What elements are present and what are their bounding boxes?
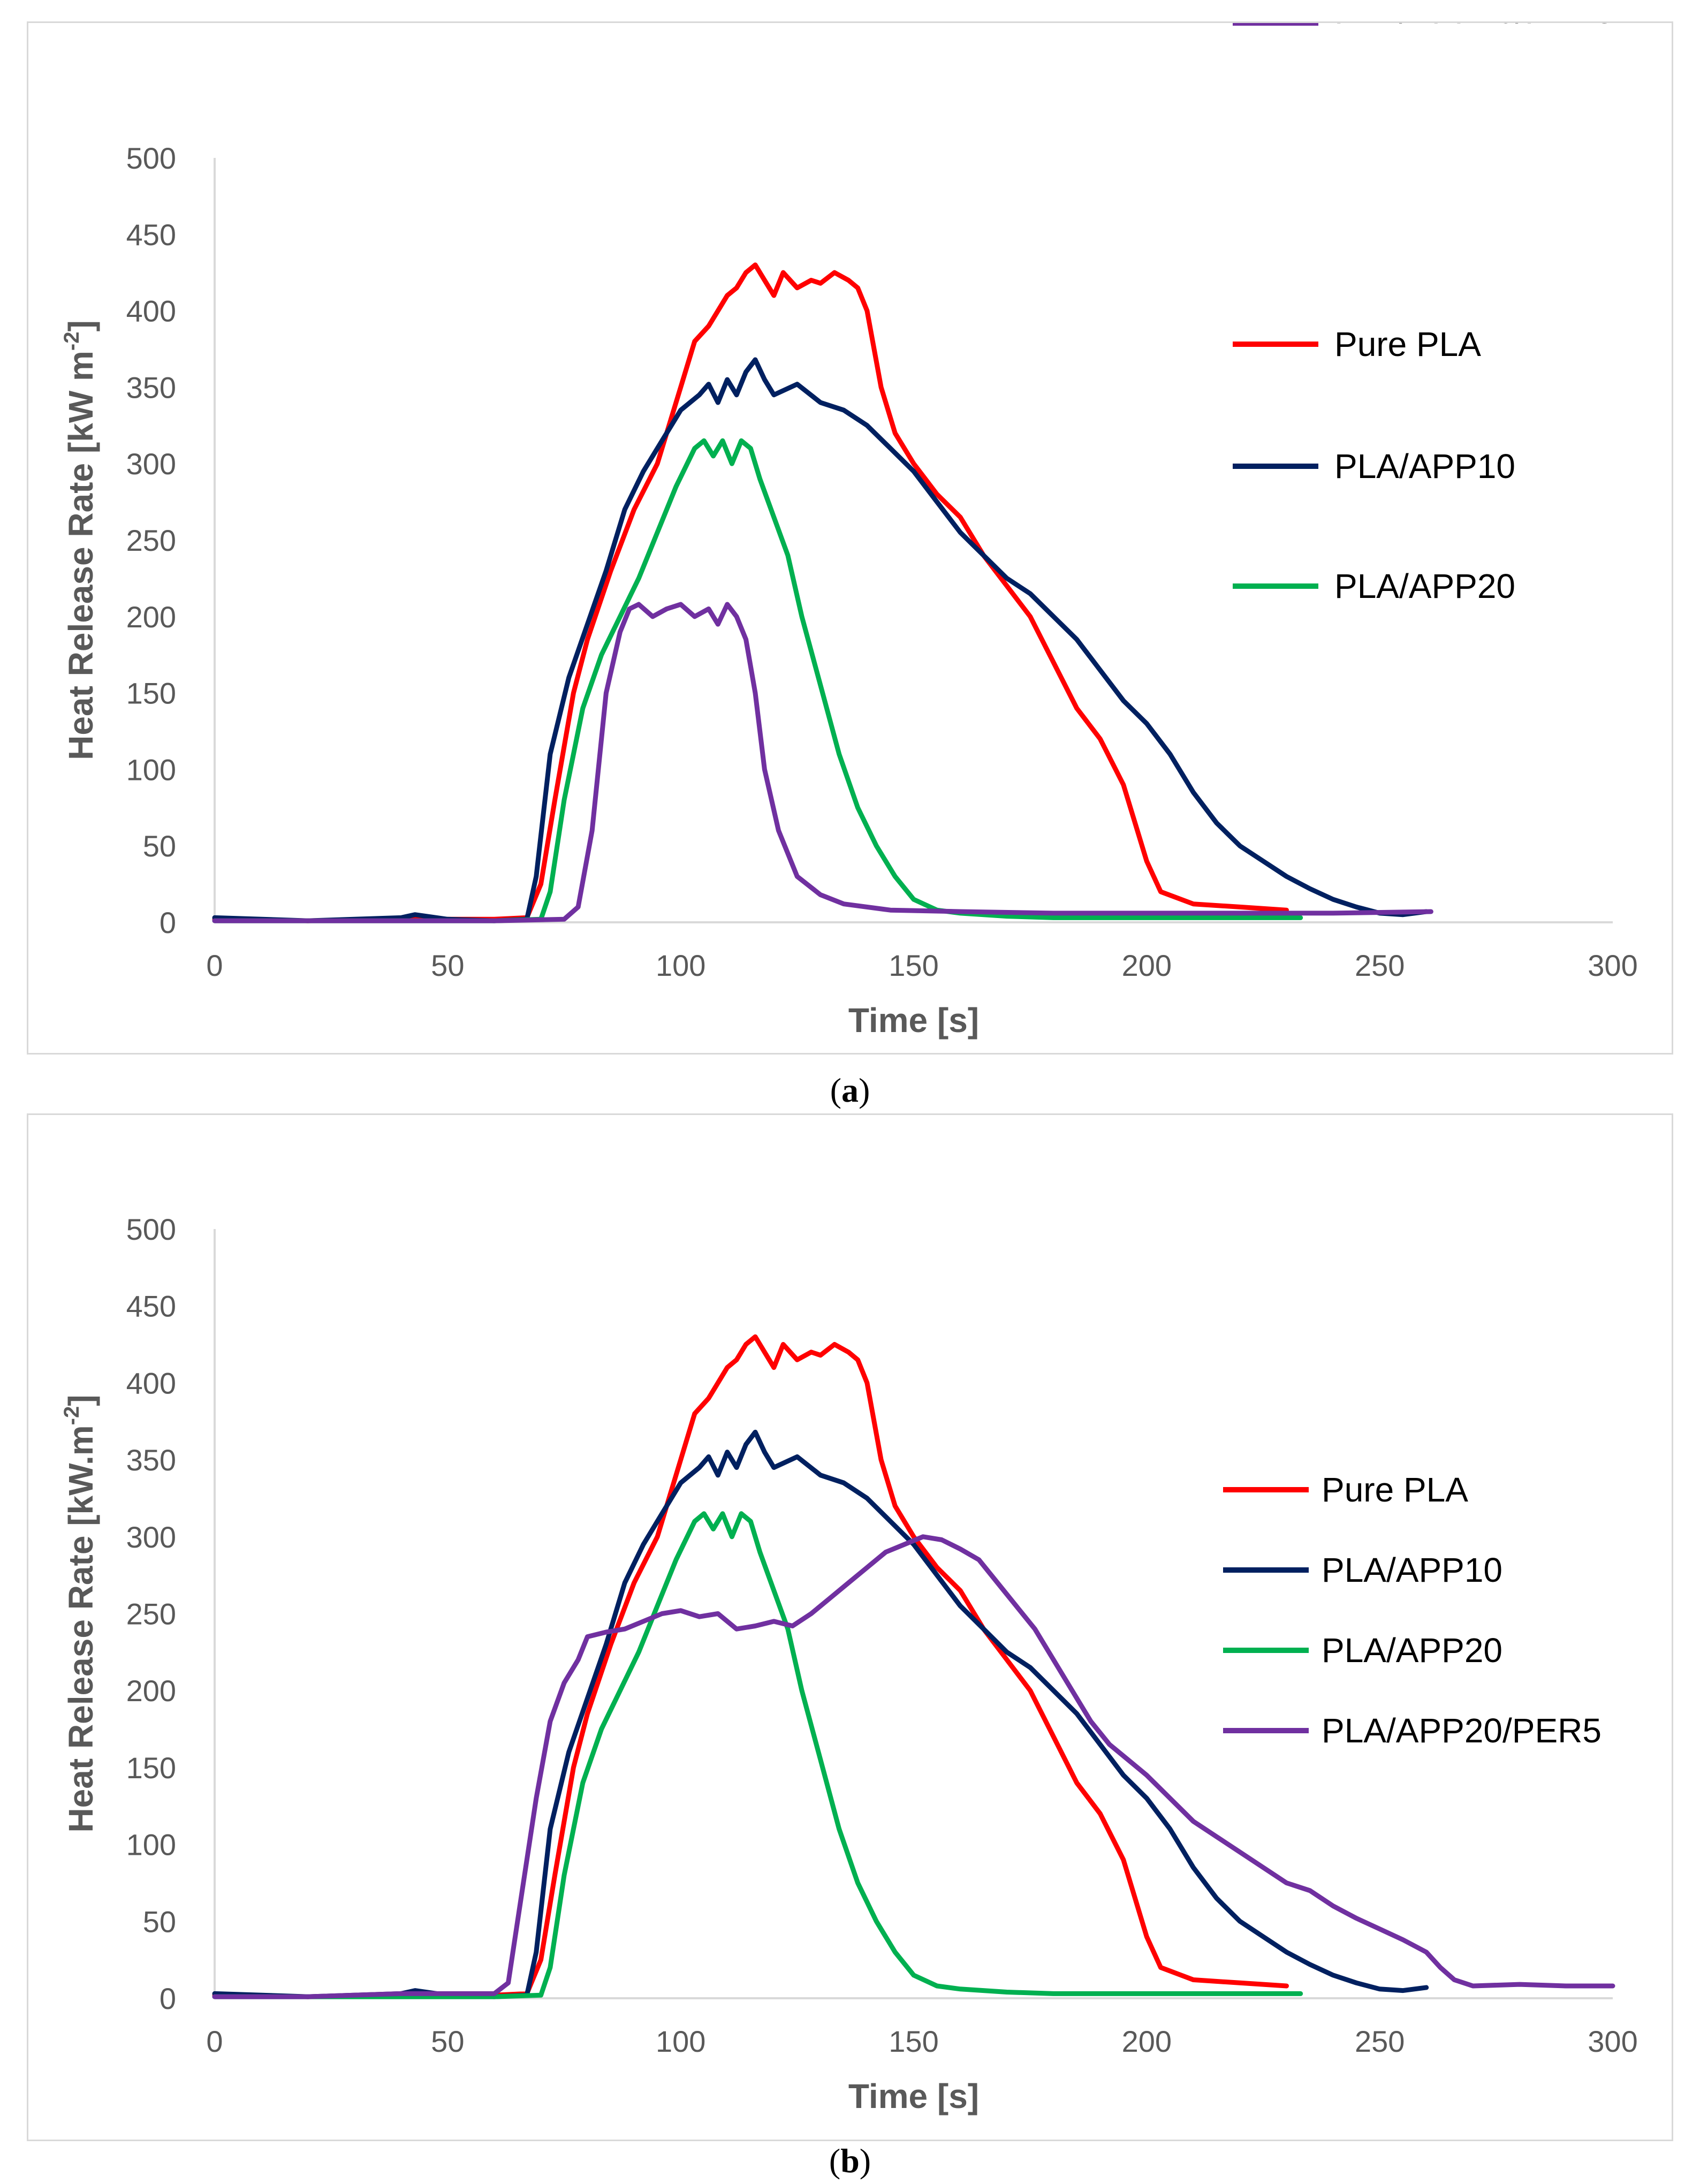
chart-b-y-tick-label: 300	[126, 1520, 176, 1554]
chart-a-y-tick-label: 450	[126, 218, 176, 252]
chart-b-x-tick-label: 300	[1588, 2024, 1637, 2058]
chart-a-y-tick-label: 100	[126, 753, 176, 786]
chart-a-y-tick-label: 200	[126, 600, 176, 634]
chart-b-x-tick-label: 100	[656, 2024, 705, 2058]
chart-b-series-line-3	[212, 1511, 1303, 1999]
chart-a-y-tick-label: 500	[126, 141, 176, 175]
chart-b-legend-label-1: Pure PLA	[1322, 1470, 1468, 1509]
chart-a-y-axis-title-main: Heat Release Rate [kW m	[62, 351, 100, 760]
chart-b-y-tick-label: 200	[126, 1674, 176, 1708]
caption-a-close: )	[859, 1071, 870, 1109]
chart-a-series-line-2	[212, 357, 1429, 923]
chart-b-x-tick-label: 200	[1122, 2024, 1172, 2058]
chart-a-x-tick-label: 50	[431, 949, 464, 982]
chart-a-y-tick-label: 250	[126, 524, 176, 557]
chart-b-svg: 0 50 100 150 200 250 300 350 400 450 500 0 50 100 150 2…	[60, 1212, 1638, 2115]
chart-b-y-tick-label: 50	[143, 1905, 176, 1938]
caption-b-letter: b	[840, 2142, 860, 2180]
chart-b-x-tick-label: 250	[1355, 2024, 1405, 2058]
chart-a-x-tick-label: 0	[206, 949, 223, 982]
chart-b-legend-label-3: PLA/APP20	[1322, 1631, 1502, 1670]
chart-b-y-tick-label: 450	[126, 1290, 176, 1323]
chart-a-series-line-1	[212, 262, 1289, 923]
chart-b-legend-label-4: PLA/APP20/PER5	[1322, 1711, 1602, 1750]
caption-a-open: (	[830, 1071, 841, 1109]
chart-a-y-tick-label: 300	[126, 447, 176, 481]
chart-b-y-tick-label: 0	[160, 1982, 176, 2015]
chart-a-x-tick-label: 300	[1588, 949, 1637, 982]
chart-b-x-tick-label: 150	[889, 2024, 938, 2058]
chart-b-legend-label-2: PLA/APP10	[1322, 1551, 1502, 1589]
chart-b-series-line-4	[212, 1534, 1615, 1999]
chart-a-legend-label-1: Pure PLA	[1334, 325, 1481, 363]
chart-a-x-tick-label: 250	[1355, 949, 1405, 982]
chart-b-y-axis-title: Heat Release Rate [kW.m-2]	[60, 1394, 100, 1832]
chart-a-x-tick-label: 200	[1122, 949, 1172, 982]
chart-b-y-axis-title-end: ]	[62, 1394, 100, 1406]
chart-b-y-axis-title-main: Heat Release Rate [kW.m	[62, 1425, 100, 1832]
chart-a-x-tick-label: 100	[656, 949, 705, 982]
chart-a-x-axis-title: Time [s]	[848, 1001, 979, 1040]
chart-b-x-tick-label: 50	[431, 2024, 464, 2058]
chart-panel-b: 0 50 100 150 200 250 300 350 400 450 500 0 50 100 150 2…	[27, 1113, 1673, 2141]
chart-a-series-line-4	[212, 602, 1433, 923]
chart-a-legend-label-4: PLA/APP20/PER5	[1334, 23, 1614, 31]
chart-a-x-tick-label: 150	[889, 949, 938, 982]
chart-a-y-tick-label: 350	[126, 370, 176, 404]
chart-a-y-tick-label: 400	[126, 294, 176, 328]
chart-b-series-line-1	[212, 1334, 1289, 1999]
chart-a-y-axis-title-end: ]	[62, 320, 100, 331]
chart-b-y-tick-label: 150	[126, 1751, 176, 1785]
chart-a-svg: 0 50 100 150 200 250 300 350 400 450 500 0 50 100 150 2…	[60, 23, 1638, 1040]
chart-b-series-line-2	[212, 1429, 1429, 1999]
caption-a-letter: a	[841, 1071, 859, 1109]
chart-b-y-axis-title-sup: -2	[60, 1406, 84, 1425]
chart-a-series-line-3	[212, 438, 1303, 923]
chart-a-legend-label-3: PLA/APP20	[1334, 567, 1515, 605]
chart-a-y-tick-label: 150	[126, 677, 176, 710]
chart-panel-a: 0 50 100 150 200 250 300 350 400 450 500 0 50 100 150 2…	[27, 21, 1673, 1055]
caption-a: (a)	[0, 1071, 1700, 1110]
caption-b: (b)	[0, 2141, 1700, 2181]
chart-b-y-tick-label: 100	[126, 1828, 176, 1862]
chart-a-y-tick-label: 50	[143, 829, 176, 863]
chart-a-y-tick-label: 0	[160, 906, 176, 939]
caption-b-close: )	[859, 2142, 871, 2180]
chart-a-legend-label-2: PLA/APP10	[1334, 447, 1515, 486]
chart-b-y-tick-label: 500	[126, 1212, 176, 1246]
chart-b-x-tick-label: 0	[206, 2024, 223, 2058]
caption-b-open: (	[829, 2142, 841, 2180]
chart-b-y-tick-label: 400	[126, 1366, 176, 1400]
chart-b-y-tick-label: 350	[126, 1443, 176, 1477]
chart-b-y-tick-label: 250	[126, 1597, 176, 1631]
chart-b-x-axis-title: Time [s]	[848, 2077, 979, 2115]
chart-a-y-axis-title: Heat Release Rate [kW m-2]	[60, 320, 100, 760]
chart-a-y-axis-title-sup: -2	[60, 331, 84, 351]
